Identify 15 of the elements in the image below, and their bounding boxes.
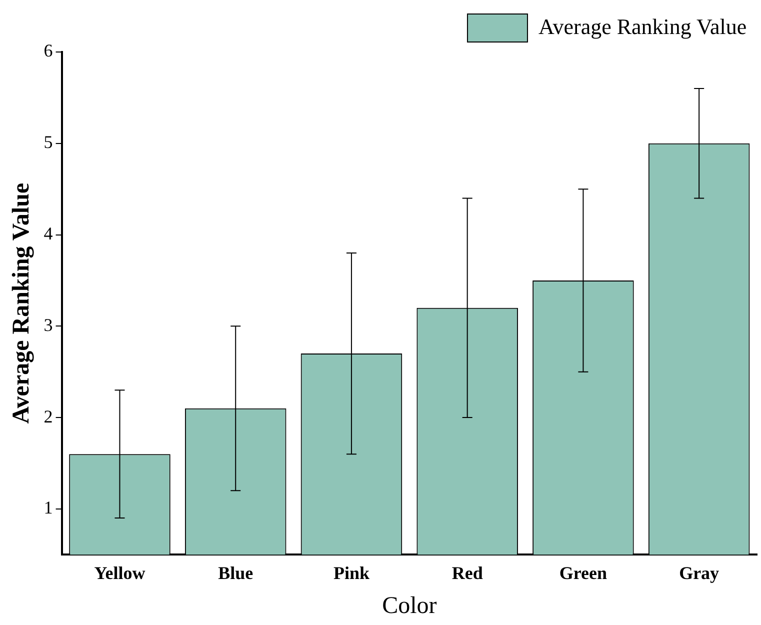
y-tick-label: 1 [44,498,53,518]
y-tick-label: 5 [44,132,53,152]
y-tick-label: 3 [44,314,53,335]
x-tick-label: Green [559,563,608,584]
x-tick-label: Blue [218,563,254,584]
legend-label: Average Ranking Value [538,14,747,39]
x-tick-label: Pink [333,563,370,584]
y-tick-label: 6 [44,40,53,61]
y-tick-label: 4 [44,224,53,244]
y-axis-title: Average Ranking Value [8,182,35,424]
x-tick-label: Red [452,563,483,584]
y-tick-label: 2 [44,406,53,426]
x-tick-label: Yellow [94,563,146,584]
x-tick-label: Gray [679,563,720,584]
x-axis-title: Color [382,592,437,619]
